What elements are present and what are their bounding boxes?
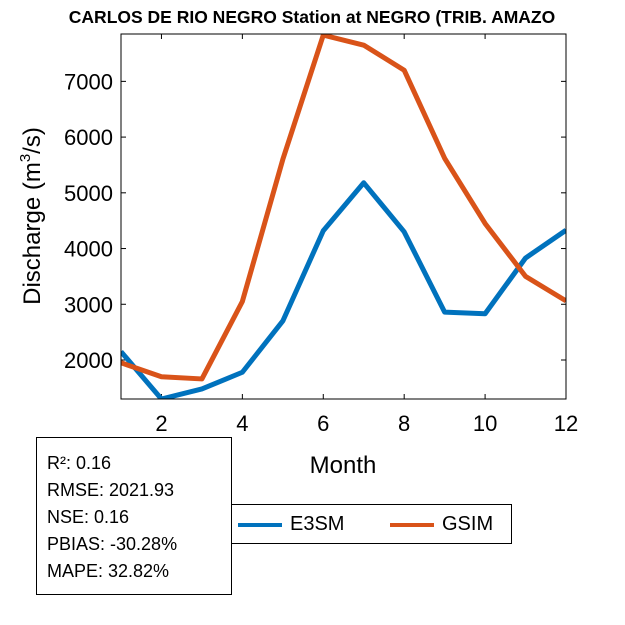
legend-label-e3sm: E3SM — [290, 513, 345, 535]
series-line-gsim — [121, 34, 566, 382]
y-tick-label: 6000 — [64, 125, 113, 150]
x-tick-label: 8 — [398, 411, 410, 436]
stat-rmse: RMSE: 2021.93 — [47, 480, 175, 500]
y-tick-label: 5000 — [64, 181, 113, 206]
chart-marks: 2000 3000 4000 5000 6000 7000 2 4 6 8 10 12 — [64, 34, 578, 436]
stat-r2: R²: 0.16 — [47, 453, 112, 473]
stats-box: R²: 0.16 RMSE: 2021.93 NSE: 0.16 PBIAS: … — [36, 437, 232, 595]
y-tick-label: 4000 — [64, 237, 113, 262]
x-tick-label: 10 — [473, 411, 497, 436]
stat-pbias: PBIAS: -30.28% — [47, 534, 178, 554]
y-axis-label: Discharge (m3/s) — [17, 127, 46, 305]
stat-nse: NSE: 0.16 — [47, 507, 130, 527]
legend: E3SM GSIM — [232, 504, 512, 544]
x-tick-label: 6 — [317, 411, 329, 436]
stat-mape: MAPE: 32.82% — [47, 561, 170, 581]
x-tick-label: 12 — [554, 411, 578, 436]
legend-swatch-e3sm — [238, 523, 282, 527]
y-axis-label-sup: 3 — [17, 154, 34, 162]
y-axis-label-end: /s) — [19, 127, 46, 154]
axes-frame — [120, 33, 567, 400]
x-axis-label: Month — [310, 452, 377, 479]
y-tick-label: 7000 — [64, 69, 113, 94]
y-tick-label: 2000 — [64, 348, 113, 373]
legend-label-gsim: GSIM — [442, 513, 494, 535]
y-axis-label-main: Discharge (m — [19, 162, 46, 305]
y-tick-label: 3000 — [64, 292, 113, 317]
x-tick-label: 2 — [155, 411, 167, 436]
chart-title: CARLOS DE RIO NEGRO Station at NEGRO (TR… — [69, 7, 555, 27]
legend-swatch-gsim — [390, 523, 434, 527]
series-line-e3sm — [121, 180, 566, 399]
x-tick-label: 4 — [236, 411, 248, 436]
